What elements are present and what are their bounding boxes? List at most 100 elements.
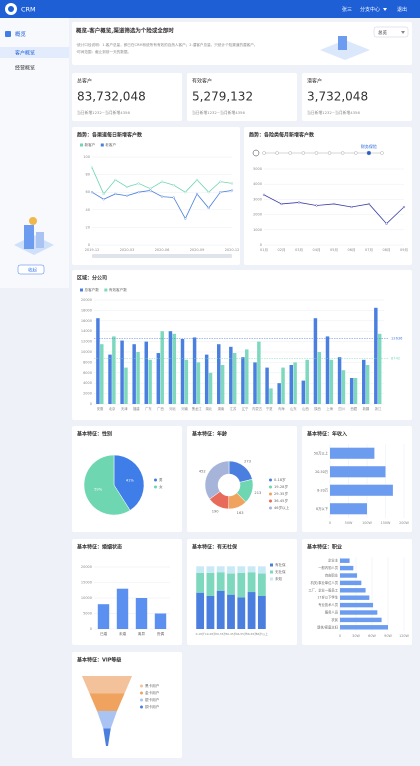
sidebar-item[interactable]: 经营概览	[15, 65, 35, 72]
legend-swatch	[154, 478, 157, 482]
line-point	[137, 191, 140, 194]
x-tick-label: 04月	[313, 247, 321, 252]
x-tick-label: 江苏	[230, 406, 237, 411]
x-tick-label: 2020-09	[190, 248, 205, 252]
bar	[340, 617, 382, 623]
line-point	[315, 204, 318, 207]
timeline-node	[340, 151, 345, 155]
y-tick-label: 0	[260, 243, 262, 247]
bar	[97, 604, 110, 629]
filter-select-label[interactable]: 总览	[378, 29, 387, 36]
legend-label: 46岁以上	[274, 505, 290, 510]
sidebar-section[interactable]: 概览	[15, 30, 27, 38]
header-card	[72, 22, 412, 65]
kpi-value: 5,279,132	[192, 90, 253, 104]
sidebar-item[interactable]: 客户概览	[15, 50, 35, 57]
bar	[100, 344, 104, 404]
bar-segment	[206, 572, 215, 596]
line-point	[149, 189, 152, 192]
bar	[245, 349, 249, 404]
bar-segment	[227, 594, 235, 629]
kpi-sub: 当日新增1232~当月新增4356	[192, 110, 245, 115]
bar	[116, 588, 129, 629]
legend-swatch	[269, 478, 272, 482]
y-tick-label: 16000	[81, 319, 92, 323]
y-tick-label: 5000	[253, 167, 262, 171]
bar	[305, 359, 309, 404]
x-tick-label: 2020-06	[155, 248, 170, 252]
card	[244, 127, 412, 265]
x-tick-label: 01月	[260, 247, 268, 252]
legend-label: 女	[159, 484, 163, 489]
card-title: 基本特征：VIP等级	[76, 657, 121, 664]
bar	[168, 331, 173, 404]
bar	[257, 341, 261, 404]
legend-label: 男	[159, 477, 163, 482]
card	[72, 127, 240, 265]
slice-label: 273	[244, 459, 251, 463]
x-tick-label: 山东	[290, 406, 297, 411]
bar	[340, 610, 378, 615]
x-tick-label: 2019-12	[85, 248, 100, 252]
bar-segment	[196, 592, 205, 629]
user-name[interactable]: 张三	[342, 6, 352, 13]
slice-label: 163	[237, 511, 244, 515]
y-tick-label: 14000	[81, 329, 92, 333]
collapse-label[interactable]: 收起	[28, 266, 37, 273]
slice-label: 41%	[126, 478, 135, 482]
bar-segment	[247, 592, 256, 629]
collapse-button[interactable]	[17, 264, 45, 275]
card	[72, 652, 182, 758]
y-tick-label: 专业技术人员	[318, 602, 338, 607]
x-tick-label: 100W	[362, 521, 372, 525]
x-tick-label: 天津	[121, 406, 128, 411]
y-tick-label: 8-20万	[317, 488, 328, 492]
y-tick-label: 2000	[83, 392, 92, 396]
logo-icon-core	[8, 6, 14, 12]
y-tick-label: 退休/家庭主妇	[317, 624, 338, 629]
timeline-node	[327, 151, 332, 155]
line-point	[137, 182, 140, 185]
x-tick-label: 200W	[399, 521, 409, 525]
legend-swatch	[270, 577, 273, 581]
dropdown-arrow	[383, 8, 387, 11]
bar	[317, 352, 322, 404]
bar	[349, 378, 354, 404]
legend-swatch	[269, 499, 272, 503]
y-tick-label: 农民	[331, 617, 338, 622]
line-point	[230, 189, 234, 192]
y-tick-label: 100	[83, 155, 90, 159]
x-tick-label: 05月	[330, 247, 338, 252]
bar-segment	[196, 572, 205, 593]
logout[interactable]: 退出	[397, 6, 407, 13]
bar-segment	[237, 566, 246, 573]
branch-menu[interactable]: 分支中心	[360, 6, 380, 13]
kpi-card	[72, 73, 182, 121]
y-tick-label: 服务人员	[325, 610, 339, 615]
legend-label: 铜卡用户	[145, 704, 160, 709]
kpi-value: 3,732,048	[307, 90, 368, 104]
bar	[374, 307, 378, 404]
y-tick-label: 自由职业	[325, 573, 339, 578]
y-tick-label: 工厂、企业一般员工	[308, 587, 338, 592]
card-title: 基本特征：年收入	[306, 431, 347, 438]
legend-swatch	[269, 485, 272, 489]
x-tick-label: 湖北	[205, 406, 212, 411]
line-point	[172, 184, 175, 187]
y-tick-label: 6000	[83, 371, 92, 375]
bar	[330, 503, 367, 515]
x-tick-label: 浙江	[375, 406, 382, 411]
legend-swatch	[154, 485, 157, 489]
x-tick-label: 60W	[368, 634, 376, 638]
line-point	[102, 192, 105, 196]
y-tick-label: 15000	[81, 581, 92, 585]
bar	[241, 357, 245, 404]
y-tick-label: 4000	[83, 381, 92, 385]
bar-segment	[237, 572, 246, 598]
line-point	[195, 192, 199, 196]
legend-swatch	[270, 563, 273, 567]
funnel-segment	[103, 728, 111, 746]
bar	[341, 370, 346, 404]
filter-select[interactable]	[373, 26, 409, 38]
bar	[180, 339, 185, 404]
